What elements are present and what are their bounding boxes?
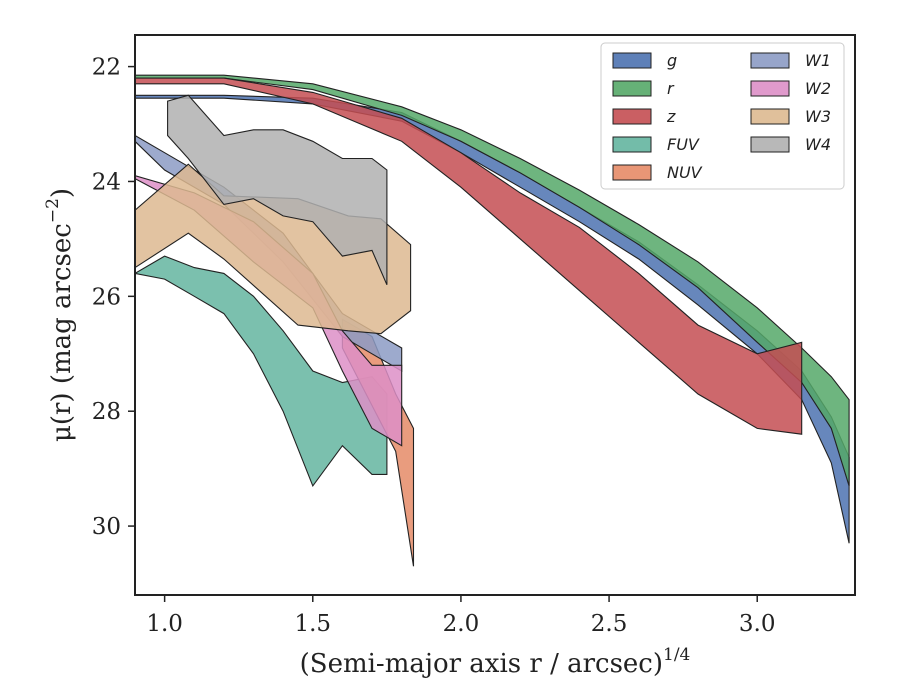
series-band-r — [135, 74, 850, 487]
legend-swatch-w4 — [750, 136, 790, 153]
y-tick-label: 28 — [92, 399, 121, 425]
x-axis-label-main: (Semi-major axis r / arcsec) — [300, 649, 663, 679]
legend-label-r: r — [667, 79, 675, 98]
x-axis-label: (Semi-major axis r / arcsec)1/4 — [300, 645, 691, 679]
x-axis-label-sup: 1/4 — [663, 645, 690, 665]
y-axis-label-main: μ(r) (mag arcsec — [47, 223, 77, 442]
legend: grz FUV NUV W1 W2 W3 W4 — [600, 42, 845, 190]
y-axis-label: μ(r) (mag arcsec−2) — [43, 188, 77, 442]
legend-swatch-z — [612, 108, 652, 125]
legend-label-z: z — [666, 107, 676, 126]
legend-label-fuv: FUV — [667, 135, 700, 154]
series-band-z — [135, 77, 803, 435]
x-tick-label: 2.0 — [443, 611, 480, 637]
x-tick-label: 2.5 — [591, 611, 628, 637]
x-tick-label: 1.5 — [294, 611, 331, 637]
legend-swatch-w1 — [750, 52, 790, 69]
y-axis-label-suffix: ) — [47, 188, 77, 198]
y-tick-label: 26 — [92, 284, 121, 310]
legend-swatch-nuv — [612, 164, 652, 181]
plot-frame — [134, 34, 856, 596]
x-tick-label: 3.0 — [739, 611, 776, 637]
series-band-w4 — [167, 94, 388, 286]
legend-label-nuv: NUV — [667, 163, 703, 182]
legend-label-w1: W1 — [805, 51, 831, 70]
legend-swatch-fuv — [612, 136, 652, 153]
legend-swatch-w3 — [750, 108, 790, 125]
y-axis-label-sup: −2 — [43, 198, 63, 223]
y-tick-label: 22 — [92, 55, 121, 81]
y-tick-label: 24 — [92, 169, 121, 195]
y-tick-label: 30 — [92, 514, 121, 540]
legend-label-w3: W3 — [805, 107, 831, 126]
x-tick-label: 1.0 — [146, 611, 183, 637]
legend-swatch-w2 — [750, 80, 790, 97]
legend-label-g: g — [667, 51, 677, 70]
series-layer — [135, 74, 850, 567]
legend-label-w4: W4 — [805, 135, 831, 154]
legend-label-w2: W2 — [805, 79, 831, 98]
ticks-layer: 1.0 1.5 2.0 2.5 3.0 22 24 26 28 30 — [92, 55, 776, 637]
legend-swatch-r — [612, 80, 652, 97]
legend-swatch-g — [612, 52, 652, 69]
